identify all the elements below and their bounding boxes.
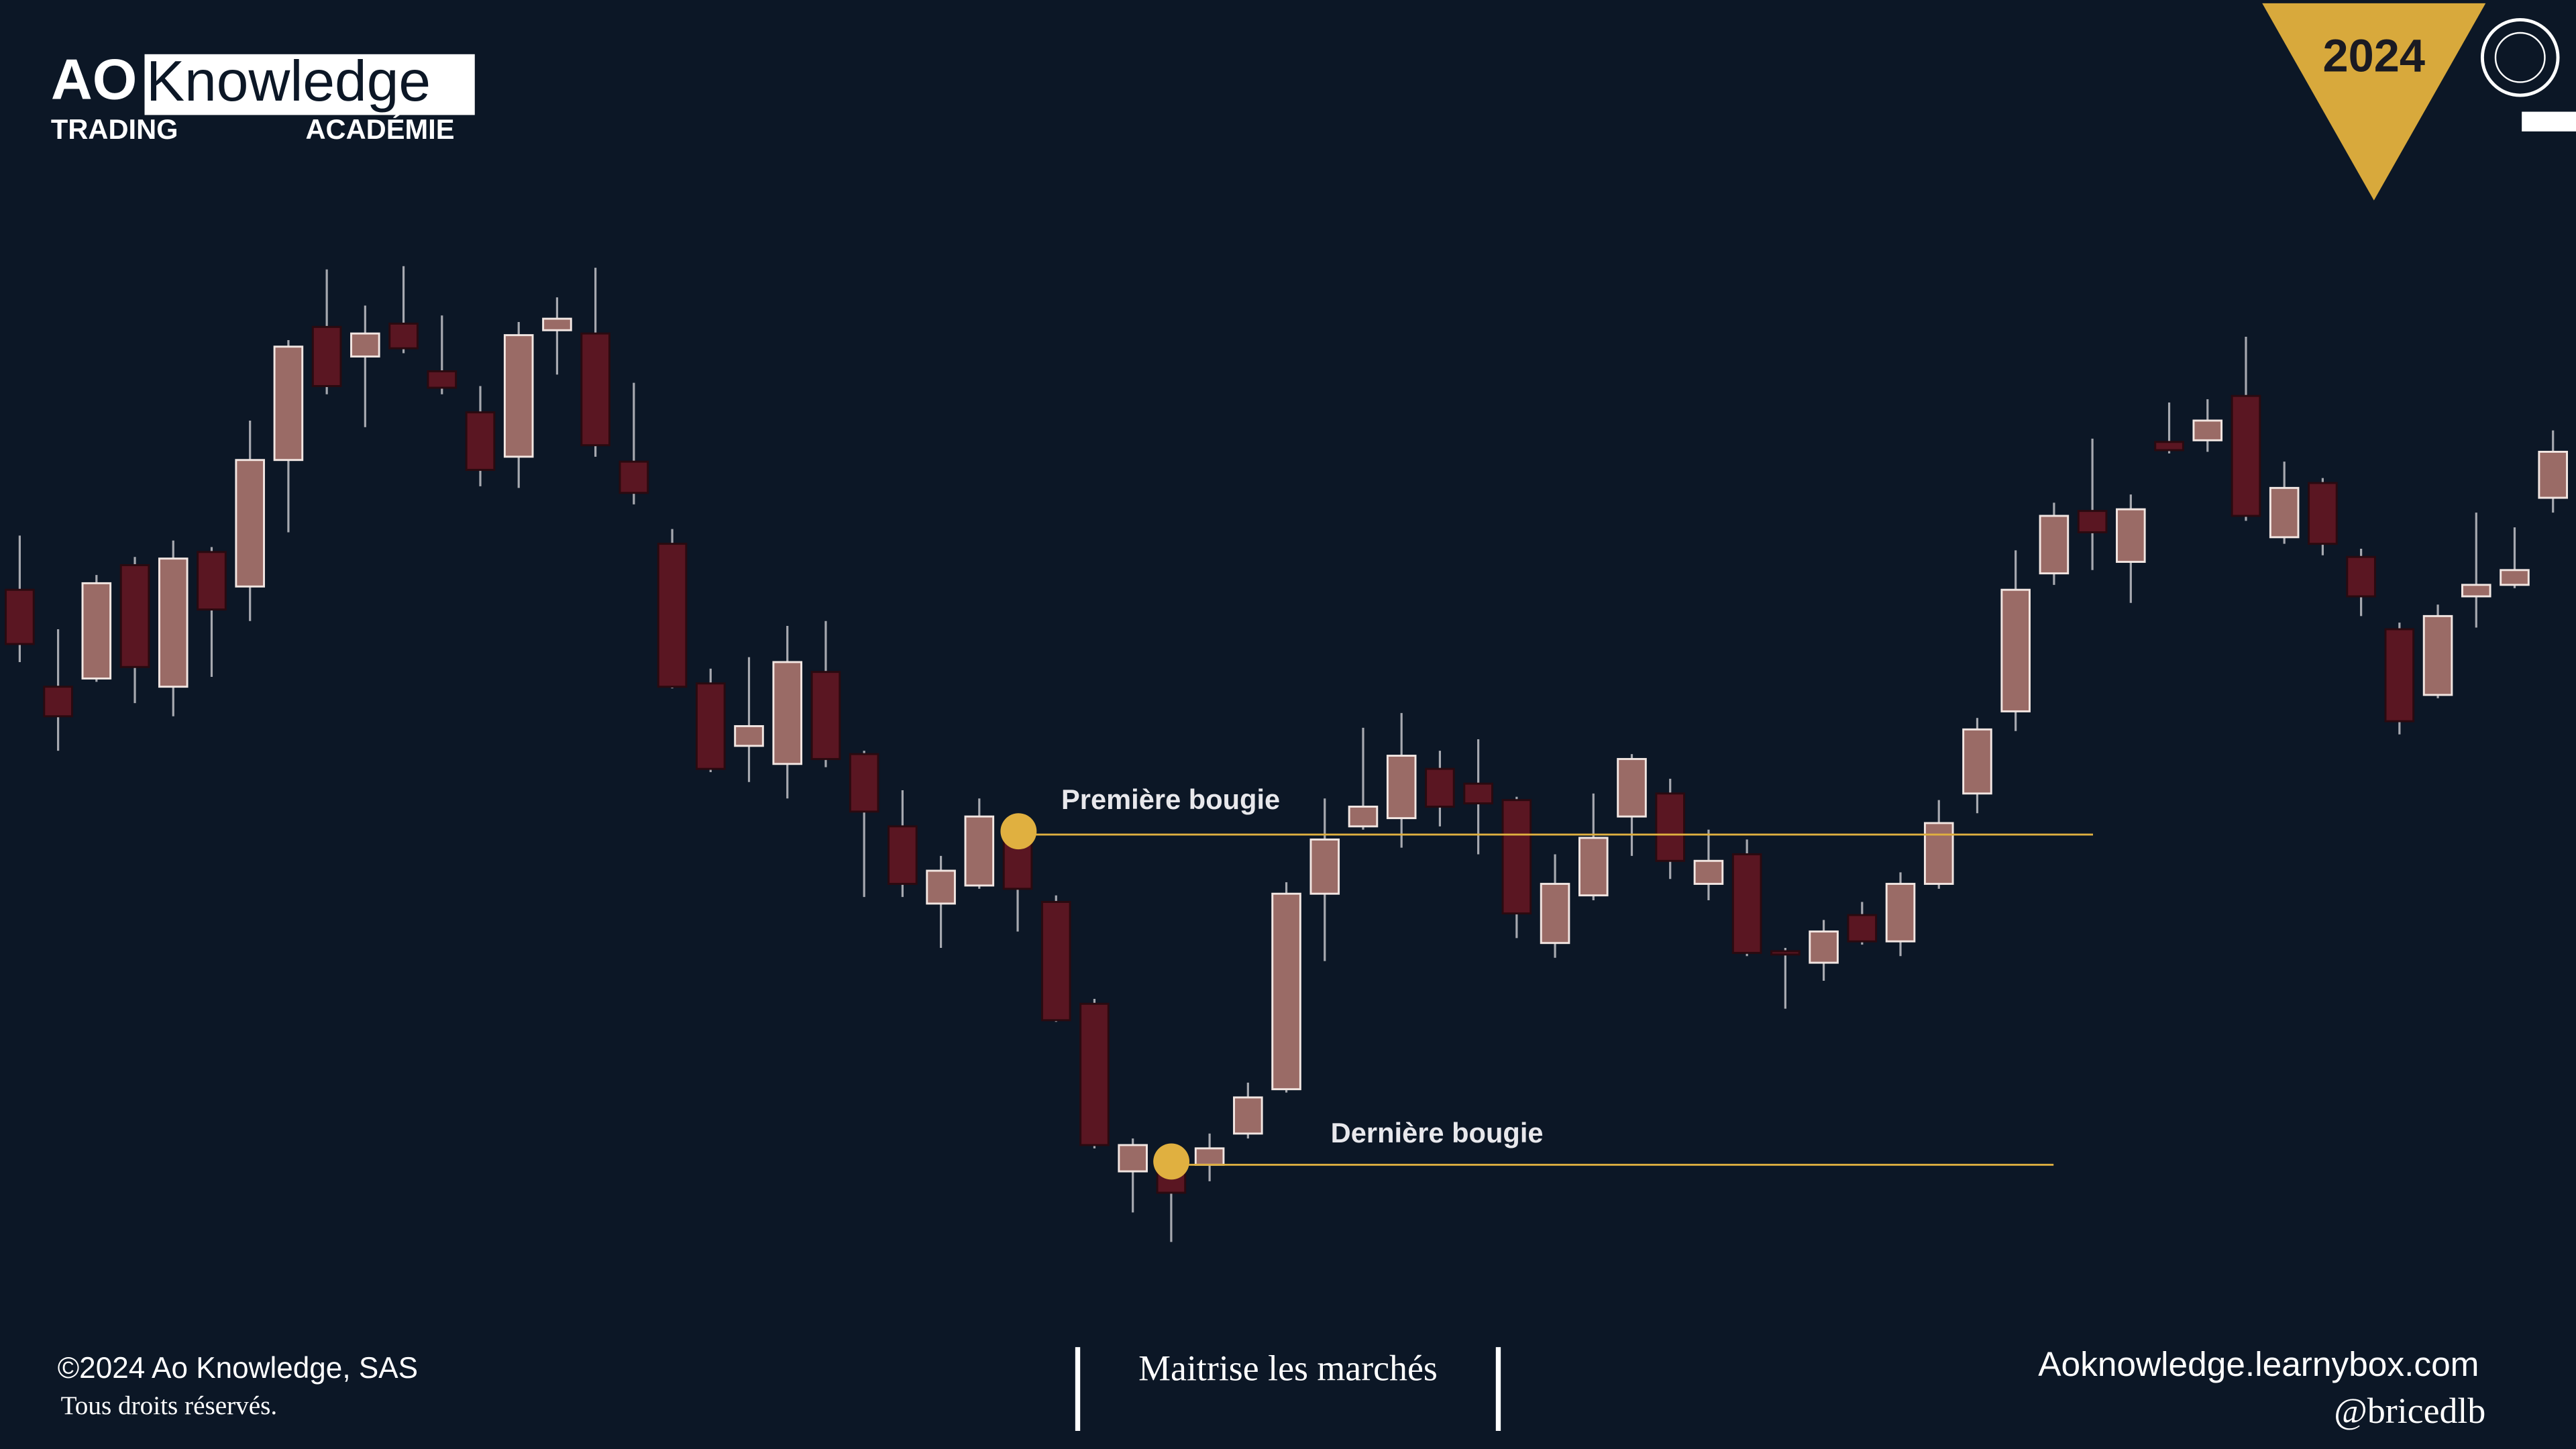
candle-body-up bbox=[2039, 515, 2070, 575]
candle-body-up bbox=[1885, 883, 1916, 943]
candle-body-up bbox=[503, 334, 534, 458]
candle-body-up bbox=[2192, 419, 2223, 441]
website: Aoknowledge.learnybox.com bbox=[2038, 1344, 2479, 1383]
candle-body-up bbox=[1118, 1144, 1148, 1173]
candle-body-down bbox=[1770, 950, 1801, 956]
candle-body-down bbox=[2231, 394, 2261, 517]
candle-body-down bbox=[1655, 792, 1686, 862]
candle-body-down bbox=[197, 551, 227, 611]
candle-body-down bbox=[580, 332, 610, 447]
logo-trading: TRADING bbox=[51, 113, 178, 145]
annotation-label: Première bougie bbox=[1061, 784, 1280, 815]
candle-body-up bbox=[1923, 822, 1954, 885]
candle-body-up bbox=[1194, 1147, 1225, 1166]
logo-box bbox=[144, 54, 475, 115]
candle-body-up bbox=[1540, 883, 1570, 945]
candle-body-up bbox=[926, 869, 956, 905]
candle-body-down bbox=[5, 588, 35, 645]
candle-body-up bbox=[1617, 757, 1647, 818]
candle-body-down bbox=[2077, 510, 2108, 533]
candle-body-down bbox=[2384, 628, 2415, 722]
candle-body-down bbox=[465, 411, 496, 471]
candle-body-up bbox=[2116, 508, 2146, 564]
candle-body-down bbox=[619, 460, 649, 494]
candle-body-up bbox=[2538, 451, 2568, 499]
slogan: Maitrise les marchés bbox=[1138, 1348, 1438, 1388]
candle-body-up bbox=[235, 459, 265, 588]
candle-body-down bbox=[1040, 901, 1071, 1022]
candle-body-down bbox=[388, 322, 419, 350]
candle-body-down bbox=[119, 564, 150, 668]
candle-body-up bbox=[542, 317, 572, 331]
candle-body-up bbox=[1809, 930, 1839, 964]
candle-body-up bbox=[2000, 588, 2031, 712]
candle-body-up bbox=[772, 661, 803, 765]
logo-academie: ACADÉMIE bbox=[306, 113, 455, 145]
candle-body-down bbox=[2346, 555, 2376, 598]
candle-body-up bbox=[1962, 728, 1992, 795]
candle-body-down bbox=[427, 370, 458, 389]
candle-body-down bbox=[888, 825, 918, 885]
candle-body-up bbox=[1271, 892, 1301, 1091]
candle-body-down bbox=[849, 753, 879, 813]
candle-body-up bbox=[2269, 486, 2300, 539]
candle-body-up bbox=[350, 332, 380, 358]
candle-body-up bbox=[2500, 569, 2530, 586]
candle-body-down bbox=[657, 543, 688, 688]
candle-body-up bbox=[273, 345, 304, 462]
candle-body-down bbox=[1731, 853, 1762, 954]
candle-body-up bbox=[734, 724, 764, 747]
handle: @bricedlb bbox=[2334, 1391, 2485, 1431]
logo-ao: AO bbox=[51, 48, 138, 112]
rights: Tous droits réservés. bbox=[61, 1391, 278, 1420]
candle-body-down bbox=[2154, 441, 2184, 451]
year-badge bbox=[2262, 3, 2486, 201]
candle-body-up bbox=[158, 557, 189, 688]
candle-body-up bbox=[2461, 584, 2491, 598]
candle-body-up bbox=[2422, 614, 2453, 696]
seal-inner bbox=[2494, 32, 2546, 83]
candle-body-down bbox=[2308, 482, 2338, 545]
candle-body-down bbox=[696, 682, 726, 770]
candle-body-down bbox=[1079, 1002, 1110, 1146]
candle-body-down bbox=[1501, 799, 1532, 915]
candle-body-up bbox=[1578, 837, 1609, 897]
candle-body-up bbox=[1309, 838, 1340, 895]
candle-body-up bbox=[1386, 755, 1417, 820]
logo-knowledge: Knowledge bbox=[146, 49, 431, 113]
candle-body-up bbox=[1693, 859, 1724, 885]
candle-body-down bbox=[1463, 782, 1493, 805]
candle-body-up bbox=[1348, 805, 1379, 828]
candle-body-up bbox=[964, 815, 995, 887]
candle-body-down bbox=[1425, 767, 1455, 808]
candle-body-down bbox=[810, 671, 841, 760]
candlestick-chart: Première bougie Dernière bougie bbox=[5, 266, 2568, 1242]
candle-body-down bbox=[311, 325, 342, 387]
candle-body-up bbox=[1233, 1096, 1263, 1135]
corner-tab bbox=[2522, 111, 2576, 131]
year: 2024 bbox=[2323, 30, 2426, 81]
level-marker bbox=[1153, 1143, 1190, 1180]
candle-body-up bbox=[81, 582, 112, 680]
copyright: ©2024 Ao Knowledge, SAS bbox=[58, 1352, 418, 1385]
candle-body-down bbox=[1847, 914, 1878, 943]
seal bbox=[2480, 17, 2560, 97]
level-marker bbox=[1000, 813, 1037, 850]
annotation-label: Dernière bougie bbox=[1331, 1117, 1544, 1148]
candle-body-down bbox=[43, 686, 73, 718]
